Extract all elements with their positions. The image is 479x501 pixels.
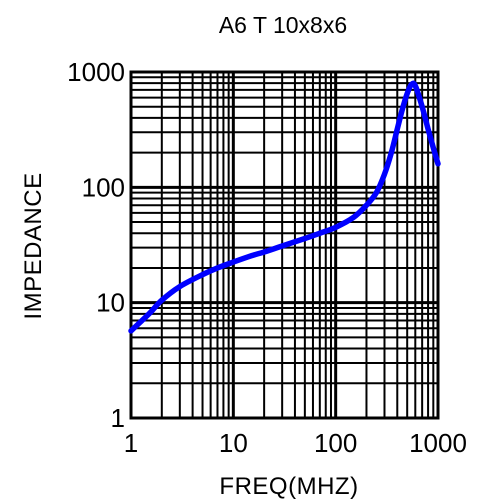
impedance-series-line: [128, 80, 441, 334]
x-tick-label: 1: [124, 428, 138, 458]
tick-labels: 1 10 100 1000 1 10 100 1000: [67, 57, 467, 458]
y-tick-label: 1: [111, 403, 125, 433]
grid: [129, 72, 438, 420]
y-axis-label: IMPEDANCE: [20, 172, 47, 319]
chart-title: A6 T 10x8x6: [219, 12, 347, 38]
x-tick-label: 10: [219, 428, 248, 458]
x-tick-label: 100: [314, 428, 357, 458]
y-tick-label: 10: [96, 288, 125, 318]
x-axis-label: FREQ(MHZ): [219, 473, 358, 500]
y-tick-label: 100: [82, 172, 125, 202]
x-tick-label: 1000: [409, 428, 467, 458]
plot-frame: [129, 70, 440, 420]
y-tick-label: 1000: [67, 57, 125, 87]
